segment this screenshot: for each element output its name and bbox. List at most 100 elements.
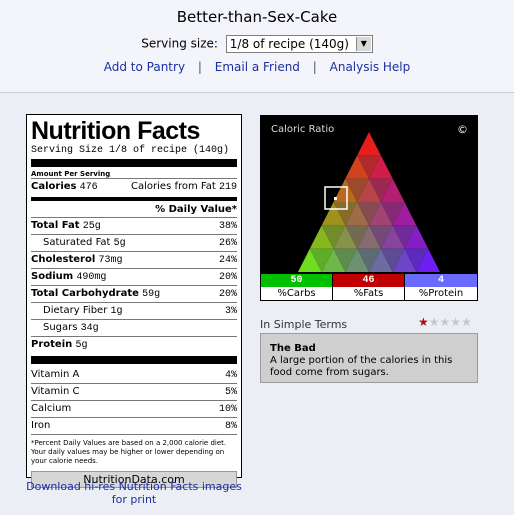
vitamin-row: Vitamin C 5% — [31, 383, 237, 400]
pyramid-cell — [298, 248, 322, 272]
fats-cell: 46 %Fats — [333, 274, 405, 300]
pyramid-cell — [345, 155, 369, 179]
add-to-pantry-link[interactable]: Add to Pantry — [103, 60, 186, 74]
rating-stars: ★★★★★ — [418, 315, 472, 329]
pyramid-cell — [333, 225, 358, 249]
email-friend-link[interactable]: Email a Friend — [214, 60, 300, 74]
nutrient-amount: 25g — [82, 221, 101, 232]
nutrient-label: Total Carbohydrate — [31, 288, 139, 299]
dropdown-arrow-icon[interactable]: ▼ — [355, 37, 371, 51]
caloric-ratio-panel: Caloric Ratio © — [260, 115, 478, 273]
analysis-help-link[interactable]: Analysis Help — [329, 60, 411, 74]
pyramid-cell — [380, 225, 405, 249]
nutrient-pct: 24% — [218, 255, 237, 266]
link-separator: | — [312, 60, 317, 74]
nutrient-pct: 3% — [224, 306, 237, 317]
nutrient-amount: 5g — [113, 238, 126, 249]
pyramid-cell — [357, 202, 381, 226]
pyramid-cell — [369, 155, 393, 179]
vitamin-label: Vitamin C — [31, 386, 80, 397]
pyramid-cell — [392, 202, 417, 226]
nutrient-pct: 20% — [218, 289, 237, 300]
pyramid-cell — [404, 225, 429, 249]
carbs-value: 50 — [261, 274, 332, 287]
nutrient-amount: 5g — [75, 340, 88, 351]
star-empty-icon: ★ — [439, 315, 451, 329]
pyramid-cell — [357, 155, 381, 179]
protein-cell: 4 %Protein — [405, 274, 477, 300]
pyramid-cell — [345, 225, 369, 249]
calories-value: 476 — [79, 182, 98, 193]
serving-label: Serving size: — [141, 36, 218, 51]
pyramid-cell — [392, 225, 417, 249]
vitamin-label: Vitamin A — [31, 369, 80, 380]
pyramid-cell — [345, 178, 369, 202]
star-filled-icon: ★ — [418, 315, 429, 329]
daily-value-footnote: *Percent Daily Values are based on a 2,0… — [31, 439, 227, 465]
nutrient-label: Protein — [31, 339, 73, 350]
divider — [31, 356, 237, 364]
recipe-title: Better-than-Sex-Cake — [176, 8, 338, 26]
star-empty-icon: ★ — [428, 315, 440, 329]
pyramid-cell — [369, 225, 393, 249]
pyramid-cell — [321, 248, 346, 272]
serving-size-text: Serving Size 1/8 of recipe (140g) — [31, 145, 230, 156]
pyramid-cell — [321, 202, 346, 226]
nutritiondata-brand: NutritionData.com — [31, 471, 237, 488]
star-empty-icon: ★ — [450, 315, 462, 329]
nutrient-row-protein: Protein 5g — [31, 336, 237, 353]
vitamin-pct: 4% — [224, 370, 237, 381]
pyramid-cell — [357, 178, 381, 202]
vitamin-row: Calcium 10% — [31, 400, 237, 417]
nutrient-label: Sodium — [31, 271, 74, 282]
nutrient-pct: 20% — [218, 272, 237, 283]
pyramid-cell — [380, 178, 405, 202]
pyramid-cell — [404, 248, 429, 272]
divider — [31, 159, 237, 167]
vitamin-pct: 10% — [218, 404, 237, 415]
download-nutrition-facts-link[interactable]: Download hi-res Nutrition Facts images f… — [26, 480, 242, 506]
fats-label: %Fats — [353, 288, 384, 299]
nutrient-label: Dietary Fiber — [43, 305, 108, 316]
nutrient-amount: 1g — [110, 306, 123, 317]
pyramid-cell — [357, 225, 381, 249]
serving-row: Serving size: 1/8 of recipe (140g) ▼ — [0, 35, 514, 53]
protein-label: %Protein — [418, 288, 464, 299]
calories-row: Calories 476 Calories from Fat 219 — [31, 178, 237, 195]
calories-label: Calories — [31, 181, 77, 192]
daily-value-header: % Daily Value* — [155, 204, 237, 215]
fat-calories-value: 219 — [218, 182, 237, 193]
pyramid-cell — [333, 248, 358, 272]
caloric-ratio-bars: 50 %Carbs 46 %Fats 4 %Protein — [260, 273, 478, 301]
simple-terms-box: The Bad A large portion of the calories … — [260, 333, 478, 383]
carbs-label: %Carbs — [277, 288, 316, 299]
vitamin-pct: 8% — [224, 421, 237, 432]
pyramid-cell — [333, 202, 358, 226]
nutrient-label: Sugars — [43, 322, 78, 333]
vitamin-pct: 5% — [224, 387, 237, 398]
pyramid-cell — [369, 248, 393, 272]
pyramid-cell — [380, 202, 405, 226]
pyramid-cell — [333, 178, 358, 202]
nutrient-amount: 34g — [80, 323, 99, 334]
vitamin-label: Iron — [31, 420, 51, 431]
divider — [31, 197, 237, 201]
nutrient-row-total-carbohydrate: Total Carbohydrate 59g 20% — [31, 285, 237, 302]
vitamin-row: Iron 8% — [31, 417, 237, 435]
nutrition-facts-title: Nutrition Facts — [31, 117, 200, 145]
nutrient-pct: 26% — [218, 238, 237, 249]
nutrient-amount: 490mg — [76, 272, 107, 283]
pyramid-cell — [309, 225, 334, 249]
nutrient-label: Saturated Fat — [43, 237, 111, 248]
copyright-icon: © — [457, 123, 468, 136]
star-empty-icon: ★ — [461, 315, 472, 329]
pyramid-cell — [380, 248, 405, 272]
caloric-ratio-pyramid — [298, 132, 440, 272]
nutrient-row-dietary-fiber: Dietary Fiber 1g 3% — [31, 302, 237, 319]
serving-size-select[interactable]: 1/8 of recipe (140g) ▼ — [225, 35, 373, 53]
nutrient-amount: 73mg — [98, 255, 123, 266]
nutrient-label: Cholesterol — [31, 254, 96, 265]
pyramid-cell — [392, 248, 417, 272]
pyramid-cell — [345, 248, 369, 272]
nutrient-row-saturated-fat: Saturated Fat 5g 26% — [31, 234, 237, 251]
